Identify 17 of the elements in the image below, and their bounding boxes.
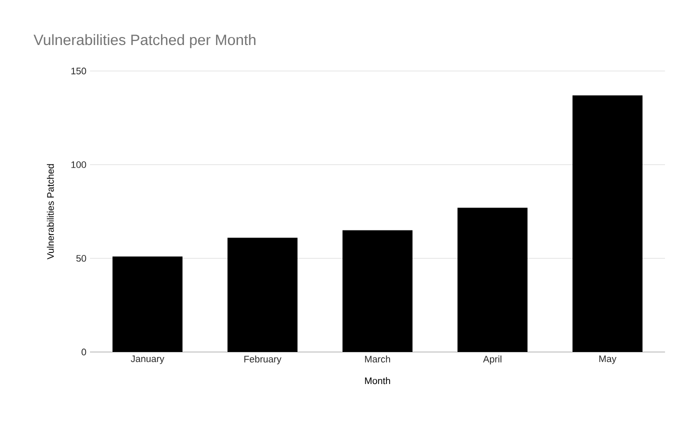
bar xyxy=(112,256,182,352)
bar xyxy=(228,238,298,352)
x-tick-label: January xyxy=(130,356,164,364)
y-tick-label: 100 xyxy=(71,161,86,168)
x-tick-label: February xyxy=(244,356,282,364)
bar xyxy=(458,208,528,352)
y-tick-label: 150 xyxy=(71,68,86,74)
x-tick-label: April xyxy=(483,356,502,364)
x-axis-title: Month xyxy=(365,377,390,384)
bar xyxy=(572,95,643,352)
y-axis-title: Vulnerabilities Patched xyxy=(46,164,54,260)
bar xyxy=(342,230,413,352)
y-tick-label: 50 xyxy=(76,254,86,262)
x-tick-label: May xyxy=(599,356,616,364)
x-tick-label: March xyxy=(365,356,390,362)
y-tick-label: 0 xyxy=(82,348,86,356)
chart-title: Vulnerabilities Patched per Month xyxy=(34,34,256,48)
